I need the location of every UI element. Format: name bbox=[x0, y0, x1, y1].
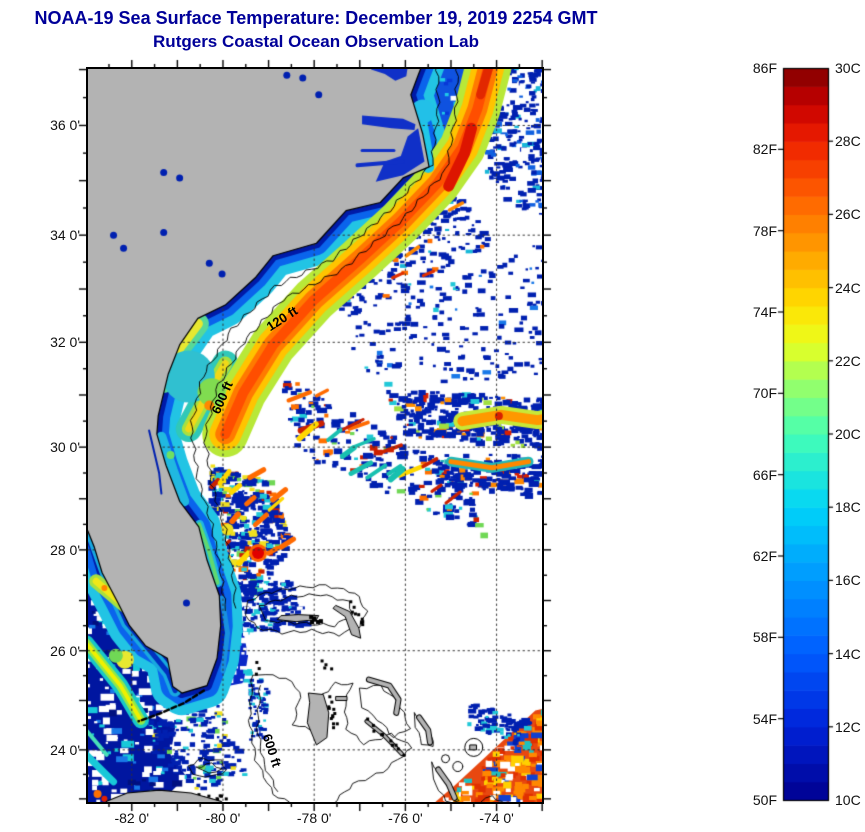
y-axis-tick-label: 28 0' bbox=[50, 541, 80, 558]
x-axis-tick-label: -78 0' bbox=[296, 810, 332, 826]
colorbar-c-label: 12C bbox=[835, 718, 861, 735]
x-axis-tick-label: -80 0' bbox=[205, 810, 241, 826]
colorbar-f-label: 54F bbox=[752, 710, 777, 727]
colorbar-c-label: 22C bbox=[835, 352, 861, 369]
colorbar-f-label: 70F bbox=[752, 385, 777, 402]
y-axis-tick-label: 26 0' bbox=[50, 642, 80, 659]
colorbar-c-label: 24C bbox=[835, 279, 861, 296]
x-axis-tick-label: -76 0' bbox=[388, 810, 423, 826]
x-axis-tick-label: -82 0' bbox=[114, 810, 150, 826]
colorbar-f-label: 62F bbox=[752, 548, 777, 564]
y-axis-tick-label: 24 0' bbox=[50, 741, 80, 758]
colorbar-c-label: 28C bbox=[835, 133, 861, 150]
y-axis-tick-label: 32 0' bbox=[50, 334, 80, 351]
colorbar-c-label: 26C bbox=[835, 206, 861, 223]
figure-title-block: NOAA-19 Sea Surface Temperature: Decembe… bbox=[0, 0, 632, 52]
colorbar-c-label: 10C bbox=[835, 792, 861, 808]
colorbar-c-label: 30C bbox=[835, 60, 861, 76]
x-axis-tick-label: -74 0' bbox=[479, 810, 514, 826]
colorbar-f-label: 74F bbox=[752, 304, 777, 320]
colorbar-c-label: 14C bbox=[835, 645, 861, 662]
colorbar-f-label: 78F bbox=[752, 222, 777, 239]
colorbar-f-label: 50F bbox=[752, 792, 777, 808]
figure-title: NOAA-19 Sea Surface Temperature: Decembe… bbox=[34, 8, 598, 28]
colorbar-f-label: 66F bbox=[752, 466, 777, 483]
figure-subtitle: Rutgers Coastal Ocean Observation Lab bbox=[153, 32, 479, 51]
y-axis-tick-label: 34 0' bbox=[50, 227, 80, 244]
colorbar-c-label: 20C bbox=[835, 426, 861, 442]
colorbar-f-label: 82F bbox=[752, 141, 777, 158]
y-axis-tick-label: 36 0' bbox=[50, 117, 80, 134]
colorbar-f-label: 58F bbox=[752, 629, 777, 646]
y-axis-tick-label: 30 0' bbox=[50, 439, 80, 456]
colorbar-f-label: 86F bbox=[752, 60, 777, 76]
colorbar-c-label: 16C bbox=[835, 572, 861, 589]
colorbar-c-label: 18C bbox=[835, 499, 861, 516]
sst-map-canvas bbox=[88, 69, 542, 802]
